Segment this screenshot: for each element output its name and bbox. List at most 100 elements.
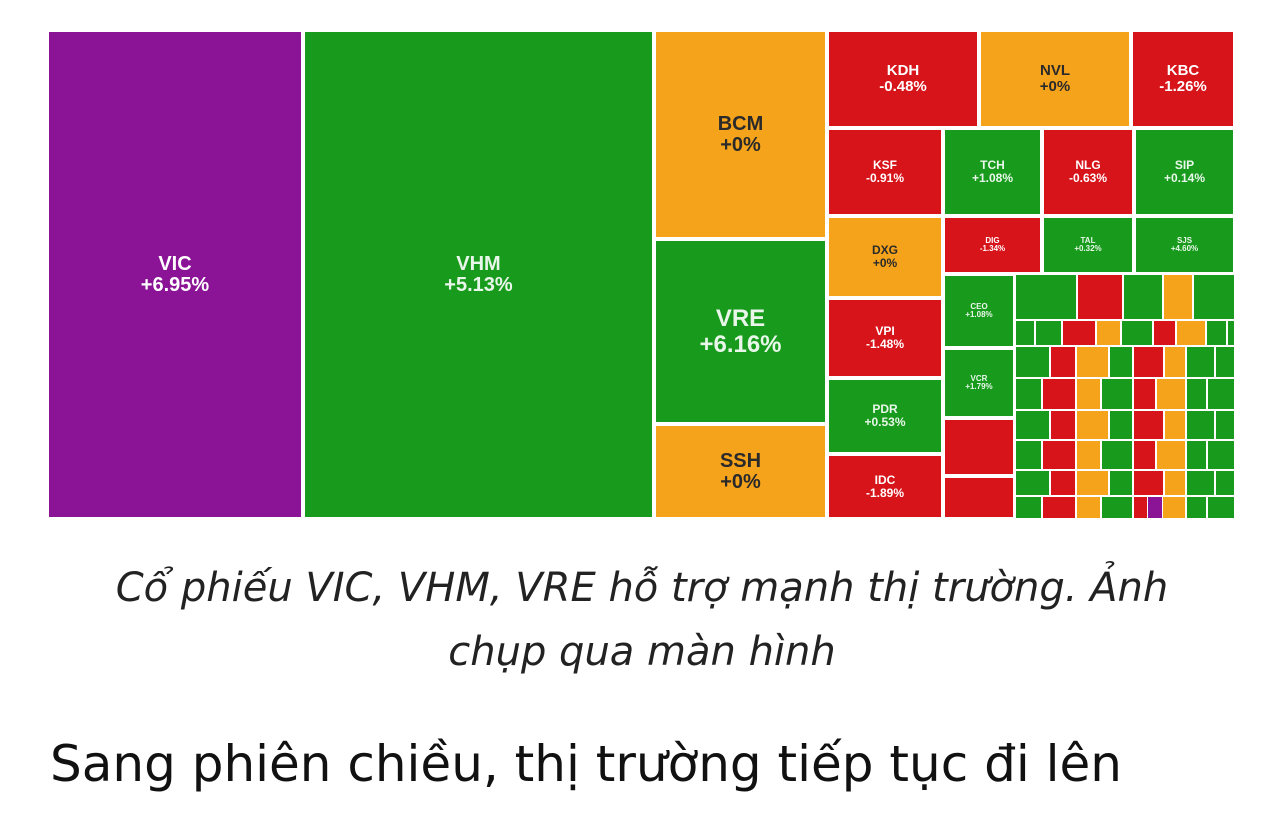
mini-tile[interactable]: [1227, 320, 1235, 346]
mini-tile[interactable]: [1062, 320, 1096, 346]
mini-tile[interactable]: [1156, 440, 1186, 470]
tile-nvl[interactable]: NVL +0%: [979, 30, 1131, 128]
mini-tile[interactable]: [1164, 346, 1186, 378]
mini-tile[interactable]: [1076, 470, 1109, 496]
tile-change: -1.48%: [865, 337, 905, 351]
tile-symbol: VCR: [970, 373, 988, 383]
tile-dxg[interactable]: DXG +0%: [827, 216, 943, 298]
tile-small-red-a[interactable]: [943, 418, 1015, 476]
tile-change: +0%: [720, 133, 761, 156]
mini-tile[interactable]: [1133, 440, 1156, 470]
tile-tch[interactable]: TCH +1.08%: [943, 128, 1042, 216]
tile-vpi[interactable]: VPI -1.48%: [827, 298, 943, 378]
tile-symbol: KDH: [886, 62, 920, 80]
mini-tile[interactable]: [1133, 470, 1164, 496]
tile-change: +0.53%: [864, 415, 906, 429]
mini-tile[interactable]: [1077, 274, 1123, 320]
tile-change: -1.34%: [979, 244, 1006, 253]
mini-tile[interactable]: [1186, 470, 1215, 496]
tile-change: +1.08%: [971, 171, 1014, 185]
mini-tile[interactable]: [1076, 378, 1101, 410]
tile-vcr[interactable]: VCR +1.79%: [943, 348, 1015, 418]
mini-tile[interactable]: [1186, 496, 1207, 519]
mini-tile[interactable]: [1123, 274, 1163, 320]
tile-vhm[interactable]: VHM +5.13%: [303, 30, 654, 519]
tile-bcm[interactable]: BCM +0%: [654, 30, 827, 239]
mini-tile[interactable]: [1015, 320, 1035, 346]
mini-tile[interactable]: [1153, 320, 1176, 346]
tile-kdh[interactable]: KDH -0.48%: [827, 30, 979, 128]
mini-tile[interactable]: [1050, 410, 1076, 440]
mini-tile[interactable]: [1193, 274, 1235, 320]
mini-tile[interactable]: [1015, 410, 1050, 440]
mini-tile[interactable]: [1076, 440, 1101, 470]
mini-tile[interactable]: [1207, 496, 1235, 519]
mini-tile[interactable]: [1164, 470, 1186, 496]
tile-dig[interactable]: DIG -1.34%: [943, 216, 1042, 274]
mini-tile[interactable]: [1101, 440, 1133, 470]
mini-tile[interactable]: [1133, 378, 1156, 410]
mini-tile[interactable]: [1076, 496, 1101, 519]
mini-tile[interactable]: [1042, 378, 1076, 410]
tile-change: +6.95%: [140, 273, 210, 296]
mini-tile[interactable]: [1035, 320, 1062, 346]
mini-tile[interactable]: [1109, 470, 1133, 496]
tile-symbol: VPI: [875, 324, 895, 339]
mini-tile[interactable]: [1156, 378, 1186, 410]
tile-kbc[interactable]: KBC -1.26%: [1131, 30, 1235, 128]
mini-tile[interactable]: [1015, 378, 1042, 410]
mini-tile[interactable]: [1015, 470, 1050, 496]
article-body-text: Sang phiên chiều, thị trường tiếp tục đi…: [50, 735, 1122, 793]
mini-tile[interactable]: [1109, 410, 1133, 440]
mini-tile[interactable]: [1207, 440, 1235, 470]
mini-tile[interactable]: [1015, 440, 1042, 470]
tile-sip[interactable]: SIP +0.14%: [1134, 128, 1235, 216]
tile-idc[interactable]: IDC -1.89%: [827, 454, 943, 519]
mini-tile[interactable]: [1015, 346, 1050, 378]
mini-tile[interactable]: [1076, 410, 1109, 440]
tile-symbol: KBC: [1166, 62, 1200, 80]
tile-change: +0.32%: [1074, 244, 1102, 253]
tile-vic[interactable]: VIC +6.95%: [47, 30, 303, 519]
tile-nlg[interactable]: NLG -0.63%: [1042, 128, 1134, 216]
tile-pdr[interactable]: PDR +0.53%: [827, 378, 943, 454]
tile-change: -0.63%: [1068, 171, 1108, 185]
tile-small-red-b[interactable]: [943, 476, 1015, 519]
mini-tile[interactable]: [1133, 410, 1164, 440]
mini-tile[interactable]: [1215, 346, 1235, 378]
mini-tile[interactable]: [1186, 440, 1207, 470]
mini-tile[interactable]: [1042, 440, 1076, 470]
mini-tile[interactable]: [1096, 320, 1121, 346]
tile-ksf[interactable]: KSF -0.91%: [827, 128, 943, 216]
mini-tile[interactable]: [1147, 496, 1163, 519]
mini-tile[interactable]: [1076, 346, 1109, 378]
mini-tile[interactable]: [1206, 320, 1227, 346]
mini-tile[interactable]: [1207, 378, 1235, 410]
tile-sjs[interactable]: SJS +4.60%: [1134, 216, 1235, 274]
tile-ssh[interactable]: SSH +0%: [654, 424, 827, 519]
mini-tile[interactable]: [1015, 496, 1042, 519]
mini-tile[interactable]: [1215, 410, 1235, 440]
mini-tile[interactable]: [1042, 496, 1076, 519]
mini-tile[interactable]: [1186, 346, 1215, 378]
mini-tile[interactable]: [1050, 470, 1076, 496]
mini-tile[interactable]: [1186, 410, 1215, 440]
mini-tile[interactable]: [1101, 496, 1133, 519]
tile-tal[interactable]: TAL +0.32%: [1042, 216, 1134, 274]
tile-symbol: VIC: [158, 252, 192, 275]
tile-ceo[interactable]: CEO +1.08%: [943, 274, 1015, 348]
mini-tile[interactable]: [1164, 410, 1186, 440]
mini-tile[interactable]: [1163, 274, 1193, 320]
mini-tile[interactable]: [1176, 320, 1206, 346]
mini-tile[interactable]: [1133, 346, 1164, 378]
stock-treemap: VIC +6.95% VHM +5.13% BCM +0% VRE +6.16%…: [47, 30, 1235, 519]
mini-tile[interactable]: [1121, 320, 1153, 346]
tile-change: +1.08%: [965, 310, 993, 319]
mini-tile[interactable]: [1109, 346, 1133, 378]
tile-vre[interactable]: VRE +6.16%: [654, 239, 827, 424]
mini-tile[interactable]: [1215, 470, 1235, 496]
mini-tile[interactable]: [1101, 378, 1133, 410]
mini-tile[interactable]: [1186, 378, 1207, 410]
mini-tile[interactable]: [1015, 274, 1077, 320]
mini-tile[interactable]: [1050, 346, 1076, 378]
